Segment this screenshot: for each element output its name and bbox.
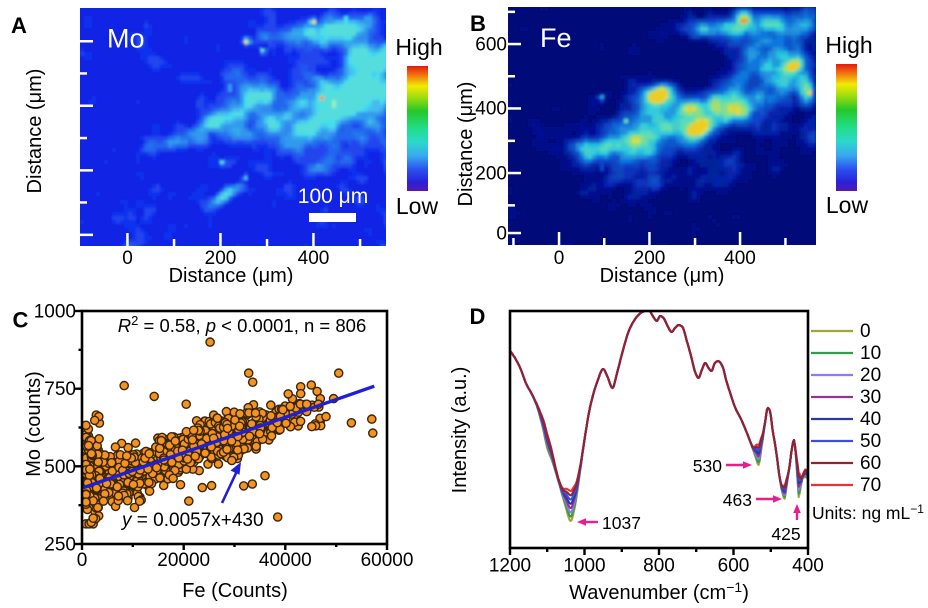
svg-text:750: 750 bbox=[44, 379, 76, 400]
svg-text:463: 463 bbox=[723, 490, 752, 510]
svg-text:530: 530 bbox=[693, 456, 722, 476]
svg-text:Mo (counts): Mo (counts) bbox=[23, 371, 45, 477]
svg-text:70: 70 bbox=[860, 475, 881, 496]
svg-text:Wavenumber (cm−1): Wavenumber (cm−1) bbox=[569, 579, 749, 604]
svg-text:50: 50 bbox=[860, 431, 881, 452]
svg-text:400: 400 bbox=[298, 248, 330, 269]
svg-text:600: 600 bbox=[718, 556, 750, 577]
svg-text:A: A bbox=[11, 13, 27, 38]
svg-text:Intensity (a.u.): Intensity (a.u.) bbox=[449, 367, 471, 494]
svg-text:Low: Low bbox=[826, 192, 869, 218]
svg-text:0: 0 bbox=[77, 550, 88, 571]
svg-text:400: 400 bbox=[724, 248, 756, 269]
svg-text:High: High bbox=[825, 32, 872, 58]
svg-text:20000: 20000 bbox=[157, 550, 210, 571]
svg-text:40000: 40000 bbox=[259, 550, 312, 571]
svg-text:250: 250 bbox=[44, 535, 76, 556]
svg-text:800: 800 bbox=[643, 556, 675, 577]
svg-text:0: 0 bbox=[122, 248, 133, 269]
svg-text:60: 60 bbox=[860, 453, 881, 474]
svg-text:Fe (Counts): Fe (Counts) bbox=[182, 580, 288, 602]
svg-text:60000: 60000 bbox=[361, 550, 414, 571]
svg-text:Distance (μm): Distance (μm) bbox=[24, 69, 46, 194]
svg-text:y = 0.0057x+430: y = 0.0057x+430 bbox=[120, 510, 264, 531]
svg-text:10: 10 bbox=[860, 343, 881, 364]
svg-text:Mo: Mo bbox=[107, 24, 145, 54]
svg-text:D: D bbox=[470, 304, 486, 329]
svg-text:C: C bbox=[13, 308, 29, 333]
svg-text:Low: Low bbox=[396, 193, 439, 219]
svg-text:1000: 1000 bbox=[563, 556, 605, 577]
svg-text:30: 30 bbox=[860, 387, 881, 408]
svg-text:600: 600 bbox=[475, 35, 507, 56]
svg-text:400: 400 bbox=[792, 556, 824, 577]
svg-text:Distance (μm): Distance (μm) bbox=[600, 265, 725, 287]
svg-text:1200: 1200 bbox=[489, 556, 531, 577]
svg-text:High: High bbox=[395, 34, 442, 60]
svg-text:200: 200 bbox=[475, 164, 507, 185]
svg-text:500: 500 bbox=[44, 457, 76, 478]
svg-text:400: 400 bbox=[475, 99, 507, 120]
svg-text:R2 = 0.58, p < 0.0001, n = 806: R2 = 0.58, p < 0.0001, n = 806 bbox=[118, 313, 366, 336]
svg-text:20: 20 bbox=[860, 365, 881, 386]
svg-text:Fe: Fe bbox=[540, 23, 572, 53]
svg-text:425: 425 bbox=[771, 524, 800, 544]
svg-text:1037: 1037 bbox=[602, 513, 641, 533]
svg-text:40: 40 bbox=[860, 409, 881, 430]
svg-text:200: 200 bbox=[634, 248, 666, 269]
svg-text:1000: 1000 bbox=[34, 302, 76, 323]
svg-text:0: 0 bbox=[860, 321, 871, 342]
svg-text:B: B bbox=[470, 11, 486, 36]
svg-text:Units: ng mL−1: Units: ng mL−1 bbox=[812, 502, 924, 523]
svg-text:100 μm: 100 μm bbox=[298, 185, 368, 208]
svg-text:200: 200 bbox=[205, 248, 237, 269]
svg-text:0: 0 bbox=[496, 224, 507, 245]
svg-text:Distance (μm): Distance (μm) bbox=[455, 82, 477, 207]
svg-text:0: 0 bbox=[554, 248, 565, 269]
svg-text:Distance (μm): Distance (μm) bbox=[169, 265, 294, 287]
